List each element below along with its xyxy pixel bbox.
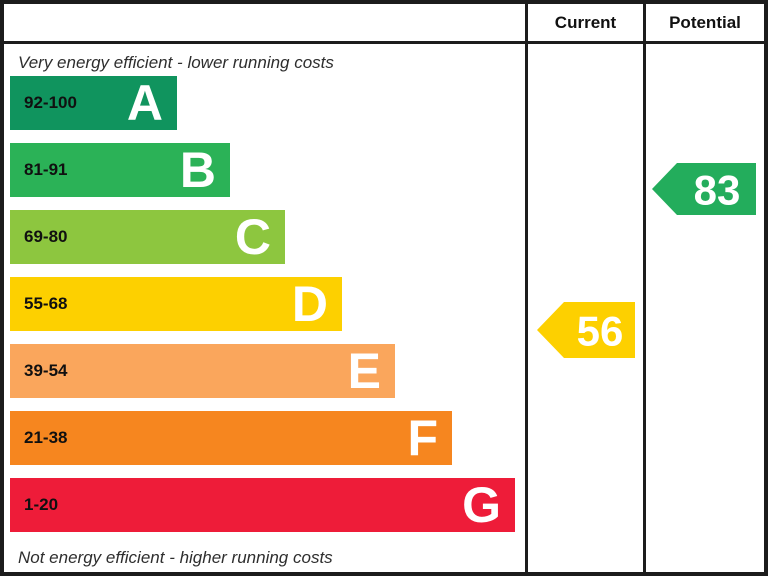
band-c-letter: C: [234, 209, 271, 265]
header-current: Current: [525, 4, 643, 44]
potential-rating-arrow: 83: [652, 163, 756, 215]
band-e-letter: E: [347, 343, 381, 399]
band-f-range: 21-38: [24, 428, 68, 447]
band-g: 1-20 G: [10, 478, 515, 532]
band-a-letter: A: [126, 75, 163, 131]
band-e-range: 39-54: [24, 361, 68, 380]
caption-top: Very energy efficient - lower running co…: [18, 53, 334, 72]
current-arrow-shape: [537, 302, 635, 358]
current-column: 56: [525, 44, 643, 572]
band-e: 39-54 E: [10, 344, 395, 398]
potential-column: 83: [643, 44, 764, 572]
band-f: 21-38 F: [10, 411, 452, 465]
header-spacer: [4, 4, 525, 44]
band-f-letter: F: [407, 410, 438, 466]
current-rating-value: 56: [577, 308, 624, 355]
caption-bottom: Not energy efficient - higher running co…: [18, 548, 333, 567]
potential-rating-value: 83: [694, 167, 741, 214]
potential-arrow-shape: [652, 163, 756, 215]
band-b-range: 81-91: [24, 160, 68, 179]
band-a-range: 92-100: [24, 93, 77, 112]
band-g-range: 1-20: [24, 495, 59, 514]
band-d-range: 55-68: [24, 294, 68, 313]
band-d: 55-68 D: [10, 277, 342, 331]
bands-column: Very energy efficient - lower running co…: [4, 44, 525, 572]
band-g-letter: G: [462, 477, 501, 533]
band-c-range: 69-80: [24, 227, 68, 246]
current-rating-arrow: 56: [537, 302, 635, 358]
band-b: 81-91 B: [10, 143, 230, 197]
band-b-letter: B: [179, 142, 216, 198]
band-c: 69-80 C: [10, 210, 285, 264]
band-d-letter: D: [291, 276, 328, 332]
band-a: 92-100 A: [10, 76, 177, 130]
header-potential: Potential: [643, 4, 764, 44]
